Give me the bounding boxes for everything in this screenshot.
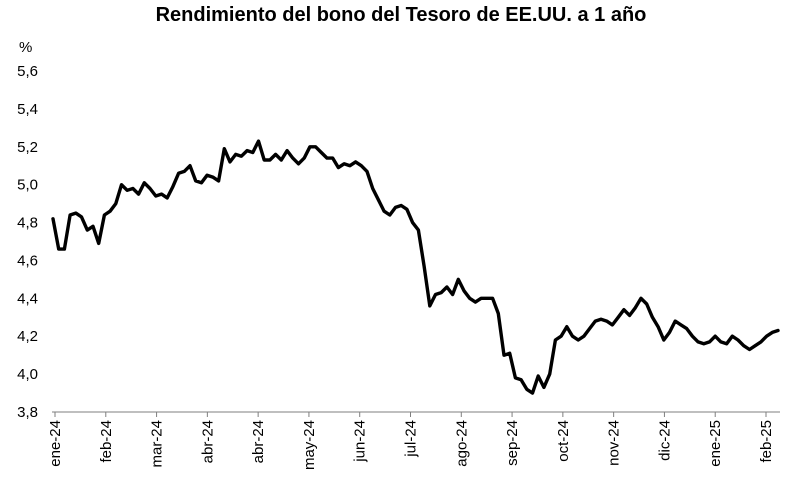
x-tick-label: abr-24 [199, 420, 216, 463]
y-tick-label: 5,2 [17, 139, 38, 156]
y-tick-label: 5,6 [17, 63, 38, 80]
y-tick-label: 5,0 [17, 177, 38, 194]
y-tick-label: 4,8 [17, 215, 38, 232]
y-tick-label: 4,6 [17, 252, 38, 269]
x-tick-label: dic-24 [656, 420, 673, 461]
x-tick-label: ago-24 [453, 420, 470, 467]
x-tick-label: abr-24 [250, 420, 267, 463]
x-tick-label: sep-24 [504, 420, 521, 466]
y-tick-label: 4,4 [17, 290, 38, 307]
x-tick-label: ene-24 [47, 420, 64, 467]
y-axis-tick-labels: 3,8 4,0 4,2 4,4 4,6 4,8 5,0 5,2 5,4 5,6 [17, 63, 38, 421]
x-axis-tick-labels: ene-24 feb-24 mar-24 abr-24 abr-24 may-24 jun-… [47, 420, 775, 470]
chart-title: Rendimiento del bono del Tesoro de EE.UU… [155, 4, 647, 26]
x-tick-label: mar-24 [149, 420, 166, 468]
x-tick-label: feb-25 [758, 420, 775, 463]
y-tick-label: 4,2 [17, 328, 38, 345]
x-tick-label: may-24 [301, 420, 318, 470]
y-tick-label: 4,0 [17, 366, 38, 383]
x-tick-label: feb-24 [98, 420, 115, 463]
x-axis [52, 411, 780, 417]
yield-series-line [51, 139, 780, 395]
x-tick-label: jul-24 [403, 420, 420, 458]
y-axis-unit-label: % [19, 39, 32, 56]
y-tick-label: 3,8 [17, 404, 38, 421]
x-tick-label: jun-24 [352, 420, 369, 463]
x-tick-label: nov-24 [606, 420, 623, 466]
x-tick-label: ene-25 [707, 420, 724, 467]
y-tick-label: 5,4 [17, 101, 38, 118]
x-tick-label: oct-24 [555, 420, 572, 462]
